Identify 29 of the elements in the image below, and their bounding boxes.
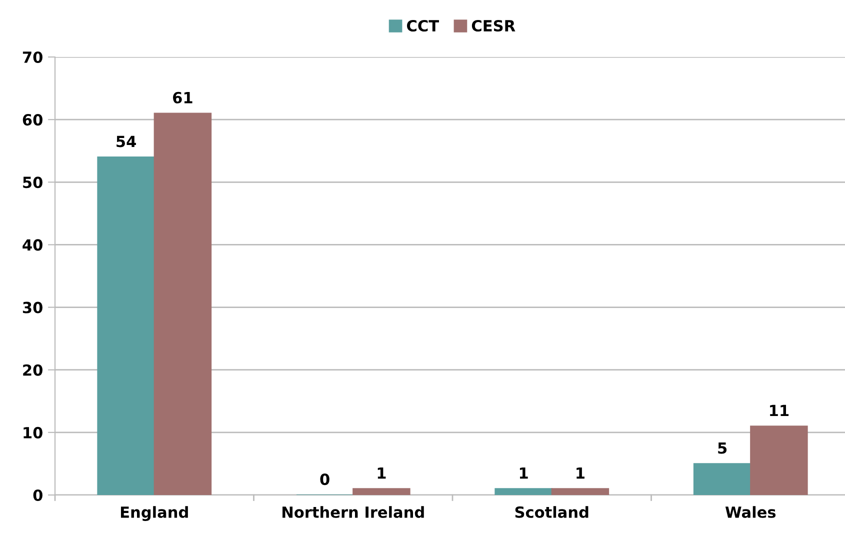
bar (551, 488, 610, 495)
x-tick-label: England (120, 506, 188, 522)
data-label: 5 (718, 442, 727, 454)
data-label: 1 (520, 467, 528, 479)
x-tick-label: Northern Ireland (282, 506, 424, 518)
x-tick-label: Wales (725, 506, 776, 518)
data-label: 1 (378, 467, 386, 479)
y-tick-label: 20 (23, 364, 42, 376)
bar (97, 156, 155, 495)
y-tick-label: 50 (23, 176, 42, 188)
data-label: 0 (320, 474, 330, 486)
bar (494, 488, 552, 495)
y-tick-label: 70 (22, 51, 42, 64)
data-label: 54 (116, 136, 136, 148)
y-tick-label: 40 (22, 239, 42, 251)
legend-label: CESR (472, 20, 516, 32)
bar (750, 426, 808, 495)
data-label: 11 (770, 404, 789, 416)
bar (693, 463, 752, 495)
y-tick-label: 10 (24, 426, 42, 438)
data-label: 1 (576, 467, 584, 479)
y-tick-label: 0 (33, 489, 42, 502)
y-tick-label: 30 (22, 302, 42, 314)
bar (352, 488, 410, 495)
y-tick-label: 60 (22, 114, 42, 126)
legend-label: CCT (406, 20, 439, 32)
x-tick-label: Scotland (515, 506, 588, 518)
bar (154, 112, 212, 495)
data-label: 61 (173, 92, 192, 104)
